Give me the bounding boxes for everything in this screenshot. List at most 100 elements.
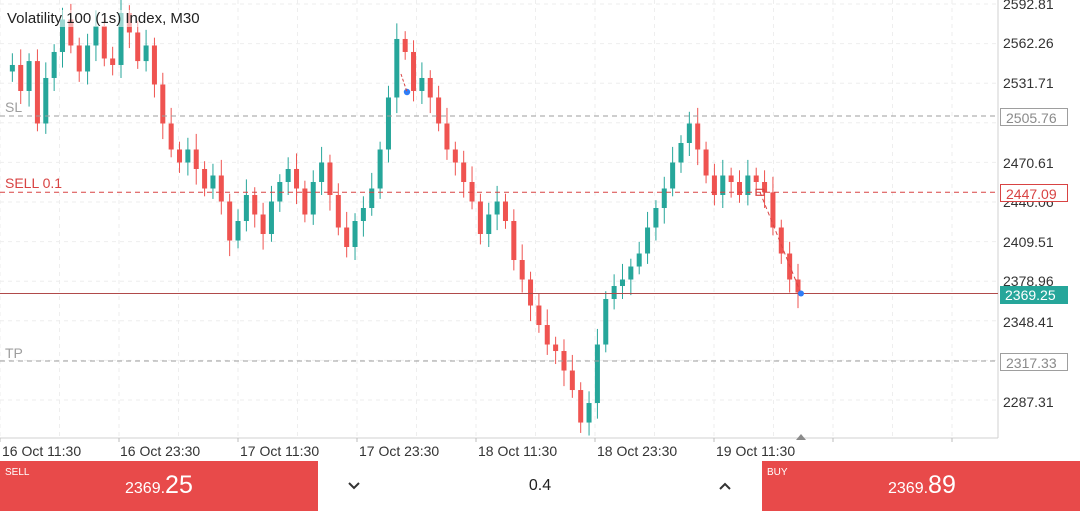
volume-value[interactable]: 0.4 xyxy=(528,477,552,494)
entry-marker xyxy=(755,188,765,196)
candle-body xyxy=(569,370,575,391)
candle-body xyxy=(319,162,325,182)
candle-body xyxy=(636,253,642,267)
current-price-dot xyxy=(798,290,804,297)
candle-body xyxy=(578,390,584,423)
candle-body xyxy=(235,221,241,241)
price-axis-label: 2409.51 xyxy=(1003,234,1054,250)
candle-body xyxy=(168,123,174,150)
candle-body xyxy=(502,201,508,222)
candle-body xyxy=(544,325,550,345)
buy-button[interactable]: BUY 2369.89 xyxy=(762,461,1080,511)
candle-body xyxy=(611,286,617,300)
entry-label: SELL 0.1 xyxy=(5,175,63,191)
candle-body xyxy=(294,168,300,189)
candle-body xyxy=(51,51,57,78)
candle-body xyxy=(444,123,450,150)
tp-price-tag: 2317.33 xyxy=(1000,353,1068,371)
candle-body xyxy=(260,214,266,235)
candle-body xyxy=(202,168,208,189)
candle-body xyxy=(26,61,32,91)
candle-body xyxy=(419,77,425,91)
candle-body xyxy=(411,51,417,91)
candle-body xyxy=(135,32,141,62)
price-axis-label: 2531.71 xyxy=(1003,75,1054,91)
candle-body xyxy=(586,403,592,423)
candle-body xyxy=(227,201,233,241)
candle-body xyxy=(344,227,350,248)
candle-body xyxy=(461,162,467,182)
time-axis-label: 16 Oct 23:30 xyxy=(120,443,201,459)
candle-body xyxy=(486,214,492,235)
price-axis-label: 2348.41 xyxy=(1003,314,1054,330)
candle-body xyxy=(653,208,659,228)
price-axis-label: 2592.81 xyxy=(1003,0,1054,12)
candle-body xyxy=(762,181,768,193)
chart-shift-marker-icon[interactable] xyxy=(796,434,806,440)
sl-price-tag: 2505.76 xyxy=(1000,108,1068,126)
candle-body xyxy=(43,77,49,124)
price-chart[interactable] xyxy=(0,0,1080,461)
candle-body xyxy=(695,123,701,150)
candle-body xyxy=(93,25,99,46)
candle-body xyxy=(770,192,776,228)
candle-body xyxy=(753,175,759,182)
candle-body xyxy=(469,181,475,202)
chevron-up-icon[interactable] xyxy=(715,476,735,496)
previous-trade-line xyxy=(400,73,408,93)
candle-body xyxy=(645,227,651,254)
candle-body xyxy=(619,279,625,287)
candle-body xyxy=(68,19,74,46)
sell-price-pips: 25 xyxy=(165,471,193,499)
candle-body xyxy=(85,45,91,72)
chevron-down-icon[interactable] xyxy=(344,476,364,496)
chart-title: Volatility 100 (1s) Index, M30 xyxy=(5,10,202,27)
candle-body xyxy=(185,149,191,163)
candle-body xyxy=(427,77,433,98)
candle-body xyxy=(561,351,567,371)
candle-body xyxy=(277,181,283,202)
candle-body xyxy=(720,175,726,196)
candle-body xyxy=(118,12,124,65)
price-axis-label: 2562.26 xyxy=(1003,35,1054,51)
candle-body xyxy=(18,64,24,91)
candle-body xyxy=(34,61,40,124)
candle-body xyxy=(728,175,734,182)
candle-body xyxy=(703,149,709,176)
candle-body xyxy=(59,19,66,52)
candle-body xyxy=(160,84,166,124)
candle-body xyxy=(519,260,525,280)
candle-body xyxy=(9,64,15,72)
candle-body xyxy=(285,168,291,182)
sl-label: SL xyxy=(5,99,23,115)
sell-button[interactable]: SELL 2369.25 xyxy=(0,461,318,511)
price-axis-label: 2287.31 xyxy=(1003,394,1054,410)
candle-body xyxy=(377,149,383,189)
candle-body xyxy=(369,188,375,209)
trade-bar: SELL 2369.25 0.4 BUY 2369.89 xyxy=(0,461,1080,511)
candle-body xyxy=(511,221,517,261)
candle-body xyxy=(736,181,743,196)
candle-body xyxy=(594,344,600,404)
candle-body xyxy=(268,201,274,235)
time-axis-label: 18 Oct 11:30 xyxy=(478,443,558,459)
candle-body xyxy=(711,175,717,196)
candle-body xyxy=(210,175,216,189)
candle-body xyxy=(686,123,692,143)
entry-price-tag: 2447.09 xyxy=(1000,184,1068,202)
candle-body xyxy=(394,38,400,98)
previous-trade-dot xyxy=(403,88,411,96)
candle-body xyxy=(402,38,408,52)
candle-body xyxy=(101,25,107,59)
candle-body xyxy=(335,195,341,228)
buy-price: 2369.89 xyxy=(888,471,956,500)
time-axis-label: 17 Oct 23:30 xyxy=(359,443,440,459)
sell-price-integer: 2369. xyxy=(125,480,166,497)
chart-area[interactable]: Volatility 100 (1s) Index, M30 SL SELL 0… xyxy=(0,0,1080,461)
candle-body xyxy=(310,181,316,215)
sell-price: 2369.25 xyxy=(125,471,193,500)
candle-body xyxy=(477,201,483,235)
time-axis-label: 17 Oct 11:30 xyxy=(240,443,320,459)
candle-body xyxy=(352,221,358,248)
buy-label: BUY xyxy=(767,467,788,478)
